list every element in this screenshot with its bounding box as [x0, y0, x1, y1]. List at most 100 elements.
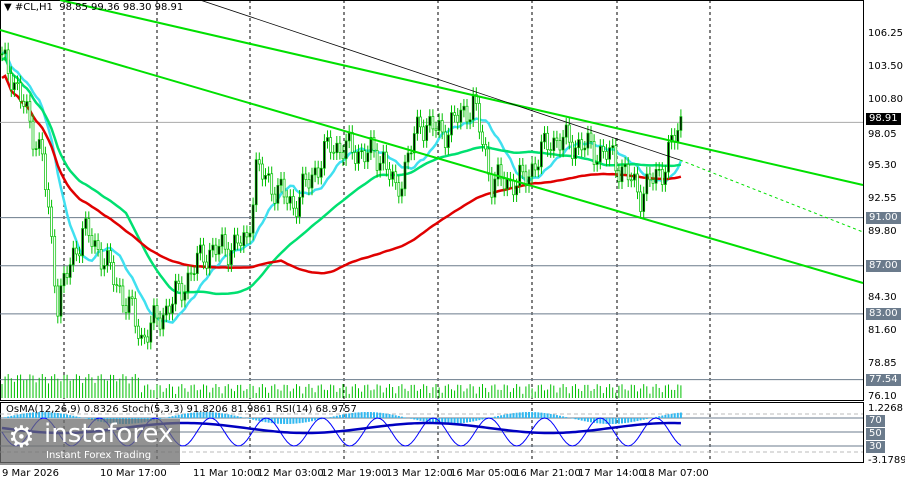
candle-body: [456, 114, 460, 123]
candle-body: [366, 152, 370, 163]
candle-body: [202, 244, 205, 263]
candle-body: [112, 262, 115, 285]
time-tick-label: 16 Mar 05:00: [450, 468, 517, 479]
price-tick-label: 95.30: [868, 159, 897, 171]
candle-body: [626, 164, 630, 181]
candle-body: [298, 196, 301, 217]
candle-body: [360, 150, 363, 153]
candle-body: [552, 137, 556, 151]
candle-body: [254, 159, 258, 206]
candle-body: [524, 171, 528, 186]
candle-body: [332, 151, 336, 154]
candle-body: [574, 147, 577, 159]
candle-body: [186, 272, 190, 293]
candle-body: [109, 250, 112, 263]
price-tick-label: 103.50: [868, 61, 903, 73]
candle-body: [155, 305, 159, 319]
candle-body: [369, 137, 373, 154]
candle-body: [44, 153, 47, 190]
candle-body: [25, 101, 29, 107]
candle-body: [589, 132, 593, 142]
candle-body: [428, 116, 432, 126]
candle-body: [487, 148, 491, 175]
candle-body: [270, 173, 274, 195]
candle-body: [406, 152, 410, 163]
candle-body: [633, 173, 636, 181]
time-tick-label: 11 Mar 10:00: [193, 468, 260, 479]
candle-body: [648, 173, 652, 181]
candle-body: [443, 131, 447, 148]
price-level-badge: 91.00: [866, 211, 901, 224]
candle-body: [195, 252, 199, 274]
candle-body: [617, 170, 621, 183]
candle-body: [505, 178, 509, 190]
candle-body: [592, 141, 596, 165]
candle-body: [555, 137, 559, 141]
candle-body: [608, 147, 611, 160]
candle-body: [242, 232, 246, 247]
candle-body: [304, 173, 308, 180]
candle-body: [493, 178, 497, 198]
price-tick-label: 92.55: [868, 192, 897, 204]
candle-body: [226, 248, 230, 265]
candle-body: [605, 150, 608, 160]
candle-body: [282, 178, 286, 198]
candle-body: [214, 244, 218, 255]
ma-mid-line: [1, 56, 682, 296]
candle-body: [667, 141, 670, 173]
candle-body: [521, 164, 525, 173]
time-tick-label: 9 Mar 2026: [2, 468, 60, 479]
candle-body: [273, 193, 277, 204]
candle-body: [65, 272, 69, 278]
candle-body: [248, 232, 252, 238]
candle-body: [264, 175, 267, 180]
candle-body: [598, 146, 602, 163]
candle-body: [620, 166, 624, 183]
candle-body: [347, 132, 351, 142]
price-level-badge: 98.91: [866, 113, 901, 126]
candle-body: [657, 169, 661, 171]
price-level-badge: 83.00: [866, 307, 901, 320]
candle-body: [344, 140, 348, 160]
candle-body: [530, 163, 534, 178]
candle-body: [34, 148, 38, 150]
candle-body: [378, 162, 382, 171]
candle-body: [409, 152, 413, 155]
candle-body: [326, 137, 329, 142]
candle-body: [651, 179, 655, 184]
candle-body: [586, 132, 590, 149]
candle-body: [375, 150, 379, 171]
candle-body: [431, 116, 435, 130]
candle-body: [394, 171, 398, 183]
symbol-label: #CL,H1: [14, 2, 53, 13]
candle-body: [462, 105, 466, 111]
time-tick-label: 12 Mar 03:00: [257, 468, 324, 479]
candle-body: [9, 73, 13, 91]
candle-body: [174, 280, 177, 305]
candle-body: [127, 296, 131, 313]
candle-body: [285, 196, 289, 204]
logo-tagline: Instant Forex Trading: [46, 450, 152, 461]
instaforex-logo: ⚙ instaforex Instant Forex Trading: [0, 419, 180, 465]
candle-body: [670, 135, 673, 143]
price-level-badge: 87.00: [866, 259, 901, 272]
candle-body: [56, 285, 60, 317]
candle-body: [143, 334, 146, 338]
candle-body: [583, 147, 587, 151]
candle-body: [354, 151, 357, 164]
candle-body: [199, 244, 202, 254]
candle-body: [3, 49, 7, 55]
candle-body: [16, 82, 19, 85]
price-tick-label: 89.80: [868, 226, 897, 238]
candle-body: [614, 145, 618, 172]
candle-body: [137, 325, 140, 339]
candle-body: [78, 253, 81, 257]
price-tick-label: 100.80: [868, 93, 903, 105]
candle-body: [6, 49, 10, 74]
candle-body: [276, 185, 280, 204]
candle-body: [40, 139, 44, 155]
candle-body: [295, 207, 298, 217]
candle-body: [37, 139, 41, 149]
candle-body: [93, 240, 97, 247]
